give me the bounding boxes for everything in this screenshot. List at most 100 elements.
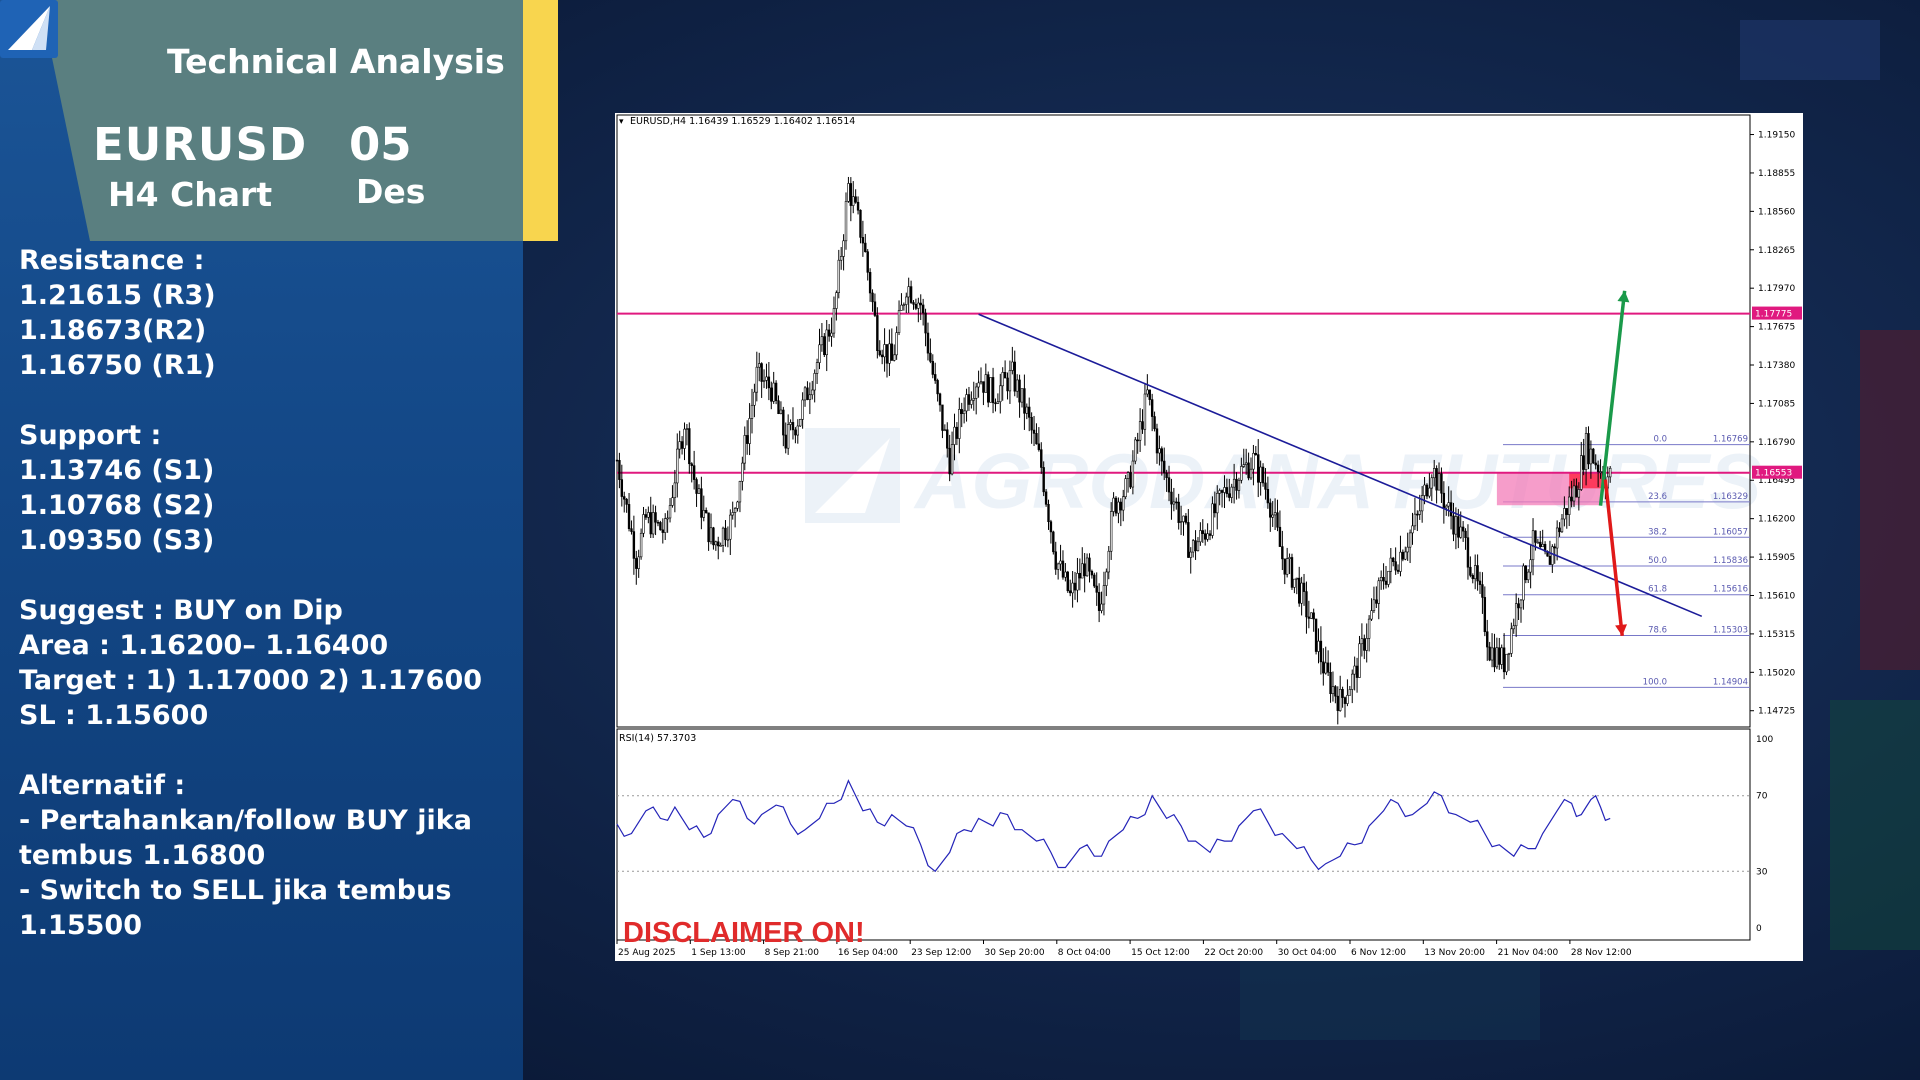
price-chart: AGRODANA FUTURES 1.19150 1.18855 1.18560 1.… xyxy=(615,113,1803,961)
y-tick-label: 1.15905 xyxy=(1758,553,1795,563)
candle-body xyxy=(671,497,674,506)
candle-body xyxy=(1430,477,1433,489)
candle-body xyxy=(813,373,816,391)
candle-body xyxy=(1577,489,1581,498)
candle-body xyxy=(1141,421,1144,430)
timeframe-label: H4 Chart xyxy=(108,175,273,214)
candle-body xyxy=(1379,577,1383,582)
chart-dropdown-icon[interactable]: ▾ xyxy=(619,117,624,127)
x-tick-label: 1 Sep 13:00 xyxy=(691,948,746,958)
candle-body xyxy=(1028,406,1031,418)
y-tick-label: 1.18265 xyxy=(1758,246,1795,256)
candle-body xyxy=(820,336,824,346)
candle-body xyxy=(1493,647,1496,668)
candle-body xyxy=(847,183,850,202)
candle-body xyxy=(1534,530,1537,543)
candle-body xyxy=(1445,505,1448,509)
candle-body xyxy=(1435,468,1438,491)
candle-body xyxy=(702,510,705,518)
support-level-s2: 1.10768 (S2) xyxy=(19,490,215,521)
candle-body xyxy=(883,344,886,358)
candle-body xyxy=(1514,603,1518,627)
candle-body xyxy=(852,196,855,206)
rsi-tick-label: 0 xyxy=(1756,924,1762,934)
entry-zone xyxy=(1569,472,1606,489)
rsi-tick-label: 100 xyxy=(1756,735,1773,745)
candle-body xyxy=(1136,439,1139,442)
chart-svg: AGRODANA FUTURES 1.191501.188551.185601.… xyxy=(615,113,1803,961)
candle-body xyxy=(1457,516,1460,538)
candle-body xyxy=(738,481,742,503)
price-tag xyxy=(1752,465,1802,479)
candle-body xyxy=(839,256,843,261)
candle-body xyxy=(950,444,954,475)
candle-body xyxy=(733,508,737,513)
rsi-tick-label: 70 xyxy=(1756,792,1768,802)
candle-body xyxy=(849,183,853,206)
candle-body xyxy=(1476,565,1479,582)
candle-body xyxy=(1170,491,1173,505)
candle-body xyxy=(1572,485,1576,502)
candle-body xyxy=(1425,484,1429,497)
candle-body xyxy=(664,518,667,533)
candle-body xyxy=(678,441,681,450)
candle-body xyxy=(868,272,872,294)
candle-body xyxy=(900,304,903,311)
candle-body xyxy=(977,382,980,388)
candle-body xyxy=(1059,560,1062,565)
candle-body xyxy=(1213,503,1217,514)
candle-body xyxy=(1404,551,1407,560)
candle-body xyxy=(1346,694,1349,704)
candle-body xyxy=(1384,580,1388,585)
candle-body xyxy=(1317,640,1320,652)
candle-body xyxy=(1052,531,1055,553)
candle-body xyxy=(1189,551,1192,558)
candle-body xyxy=(1498,647,1501,665)
candle-body xyxy=(729,514,732,540)
candle-body xyxy=(919,302,922,306)
candle-body xyxy=(871,292,874,303)
candle-body xyxy=(736,501,739,509)
candle-body xyxy=(1592,448,1595,464)
candle-body xyxy=(1326,662,1330,673)
candle-body xyxy=(1020,388,1024,403)
candle-body xyxy=(690,463,693,466)
candle-body xyxy=(1160,448,1164,462)
candle-body xyxy=(1447,502,1450,507)
candle-body xyxy=(1216,492,1219,514)
currency-pair: EURUSD xyxy=(93,118,308,171)
candle-body xyxy=(989,377,992,403)
candlestick-series xyxy=(615,176,1612,725)
candle-body xyxy=(1387,570,1390,585)
candle-body xyxy=(1006,377,1009,392)
candle-body xyxy=(692,465,696,480)
candle-body xyxy=(717,541,720,547)
fib-price-label: 1.15303 xyxy=(1713,625,1748,635)
candle-body xyxy=(1257,454,1260,483)
y-tick-label: 1.16790 xyxy=(1758,438,1795,448)
candle-body xyxy=(1102,585,1106,605)
candle-body xyxy=(654,512,657,523)
candle-body xyxy=(796,425,799,436)
company-logo xyxy=(0,0,58,58)
candle-body xyxy=(774,382,778,402)
candle-body xyxy=(726,538,730,541)
price-tag xyxy=(1752,306,1802,320)
candle-body xyxy=(1175,501,1178,504)
candle-body xyxy=(1449,502,1453,517)
candle-body xyxy=(861,237,865,244)
candle-body xyxy=(1329,672,1332,695)
candle-body xyxy=(1240,466,1243,481)
candle-body xyxy=(712,527,715,546)
date-month: Des xyxy=(356,172,426,211)
header-title: Technical Analysis xyxy=(167,42,505,81)
candle-body xyxy=(912,302,915,305)
candle-body xyxy=(1264,482,1267,490)
candle-body xyxy=(1382,577,1385,582)
candle-body xyxy=(876,315,879,351)
candle-body xyxy=(1073,582,1077,591)
candle-body xyxy=(1310,612,1313,619)
candle-body xyxy=(791,422,795,431)
candle-body xyxy=(991,377,995,404)
candle-body xyxy=(1408,532,1412,548)
